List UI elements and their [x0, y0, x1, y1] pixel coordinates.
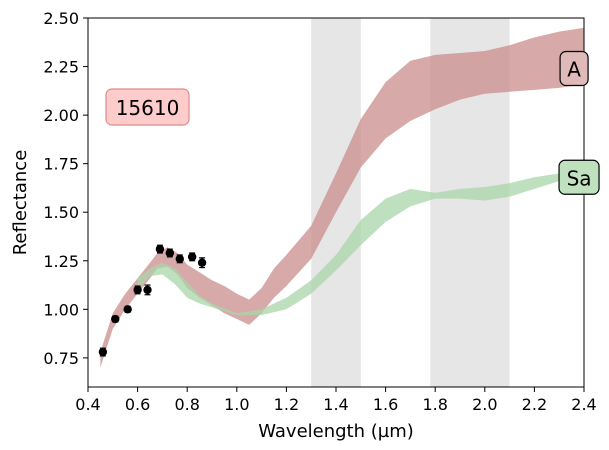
y-tick-label: 2.00 — [43, 106, 79, 125]
y-axis-ticks: 0.75 1.00 1.25 1.50 1.75 2.00 2.25 2.50 — [43, 9, 88, 368]
x-tick-label: 1.8 — [422, 395, 447, 414]
band-a — [100, 27, 585, 368]
observed-point — [197, 257, 207, 269]
x-tick-label: 0.4 — [75, 395, 100, 414]
observed-point — [111, 314, 120, 324]
observed-point — [98, 347, 108, 357]
observed-point — [143, 284, 152, 296]
x-tick-label: 2.2 — [522, 395, 547, 414]
y-tick-label: 0.75 — [43, 349, 79, 368]
y-tick-label: 2.25 — [43, 58, 79, 77]
x-tick-label: 0.6 — [125, 395, 150, 414]
x-tick-label: 1.0 — [224, 395, 249, 414]
svg-text:Sa: Sa — [567, 166, 592, 190]
y-tick-label: 1.75 — [43, 155, 79, 174]
y-tick-label: 1.00 — [43, 300, 79, 319]
x-tick-label: 1.4 — [323, 395, 348, 414]
model-bands — [100, 27, 585, 368]
y-axis-label: Reflectance — [10, 150, 31, 256]
annotation-box: 15610 — [105, 88, 190, 126]
observed-point — [123, 305, 132, 314]
observed-point — [175, 254, 184, 264]
y-tick-label: 1.50 — [43, 203, 79, 222]
observed-point — [133, 285, 142, 295]
observed-points — [98, 244, 207, 357]
x-tick-label: 1.6 — [373, 395, 398, 414]
series-label-a: A — [559, 50, 589, 87]
x-axis-label: Wavelength (µm) — [258, 421, 414, 442]
y-tick-label: 2.50 — [43, 9, 79, 28]
x-axis-ticks: 0.4 0.6 0.8 1.0 1.2 1.4 1.6 1.8 2.0 2.2 2.4 — [75, 387, 597, 414]
x-tick-label: 1.2 — [274, 395, 299, 414]
x-tick-label: 2.4 — [571, 395, 596, 414]
observed-point — [155, 244, 165, 254]
series-label-sa: Sa — [558, 159, 600, 195]
annotation-label: 15610 — [116, 96, 180, 120]
observed-point — [187, 252, 197, 262]
series-labels: A Sa — [558, 50, 600, 195]
x-tick-label: 2.0 — [472, 395, 497, 414]
y-tick-label: 1.25 — [43, 252, 79, 271]
observed-point — [165, 248, 175, 258]
x-tick-label: 0.8 — [174, 395, 199, 414]
band-sa — [137, 173, 584, 316]
svg-text:A: A — [567, 57, 581, 81]
